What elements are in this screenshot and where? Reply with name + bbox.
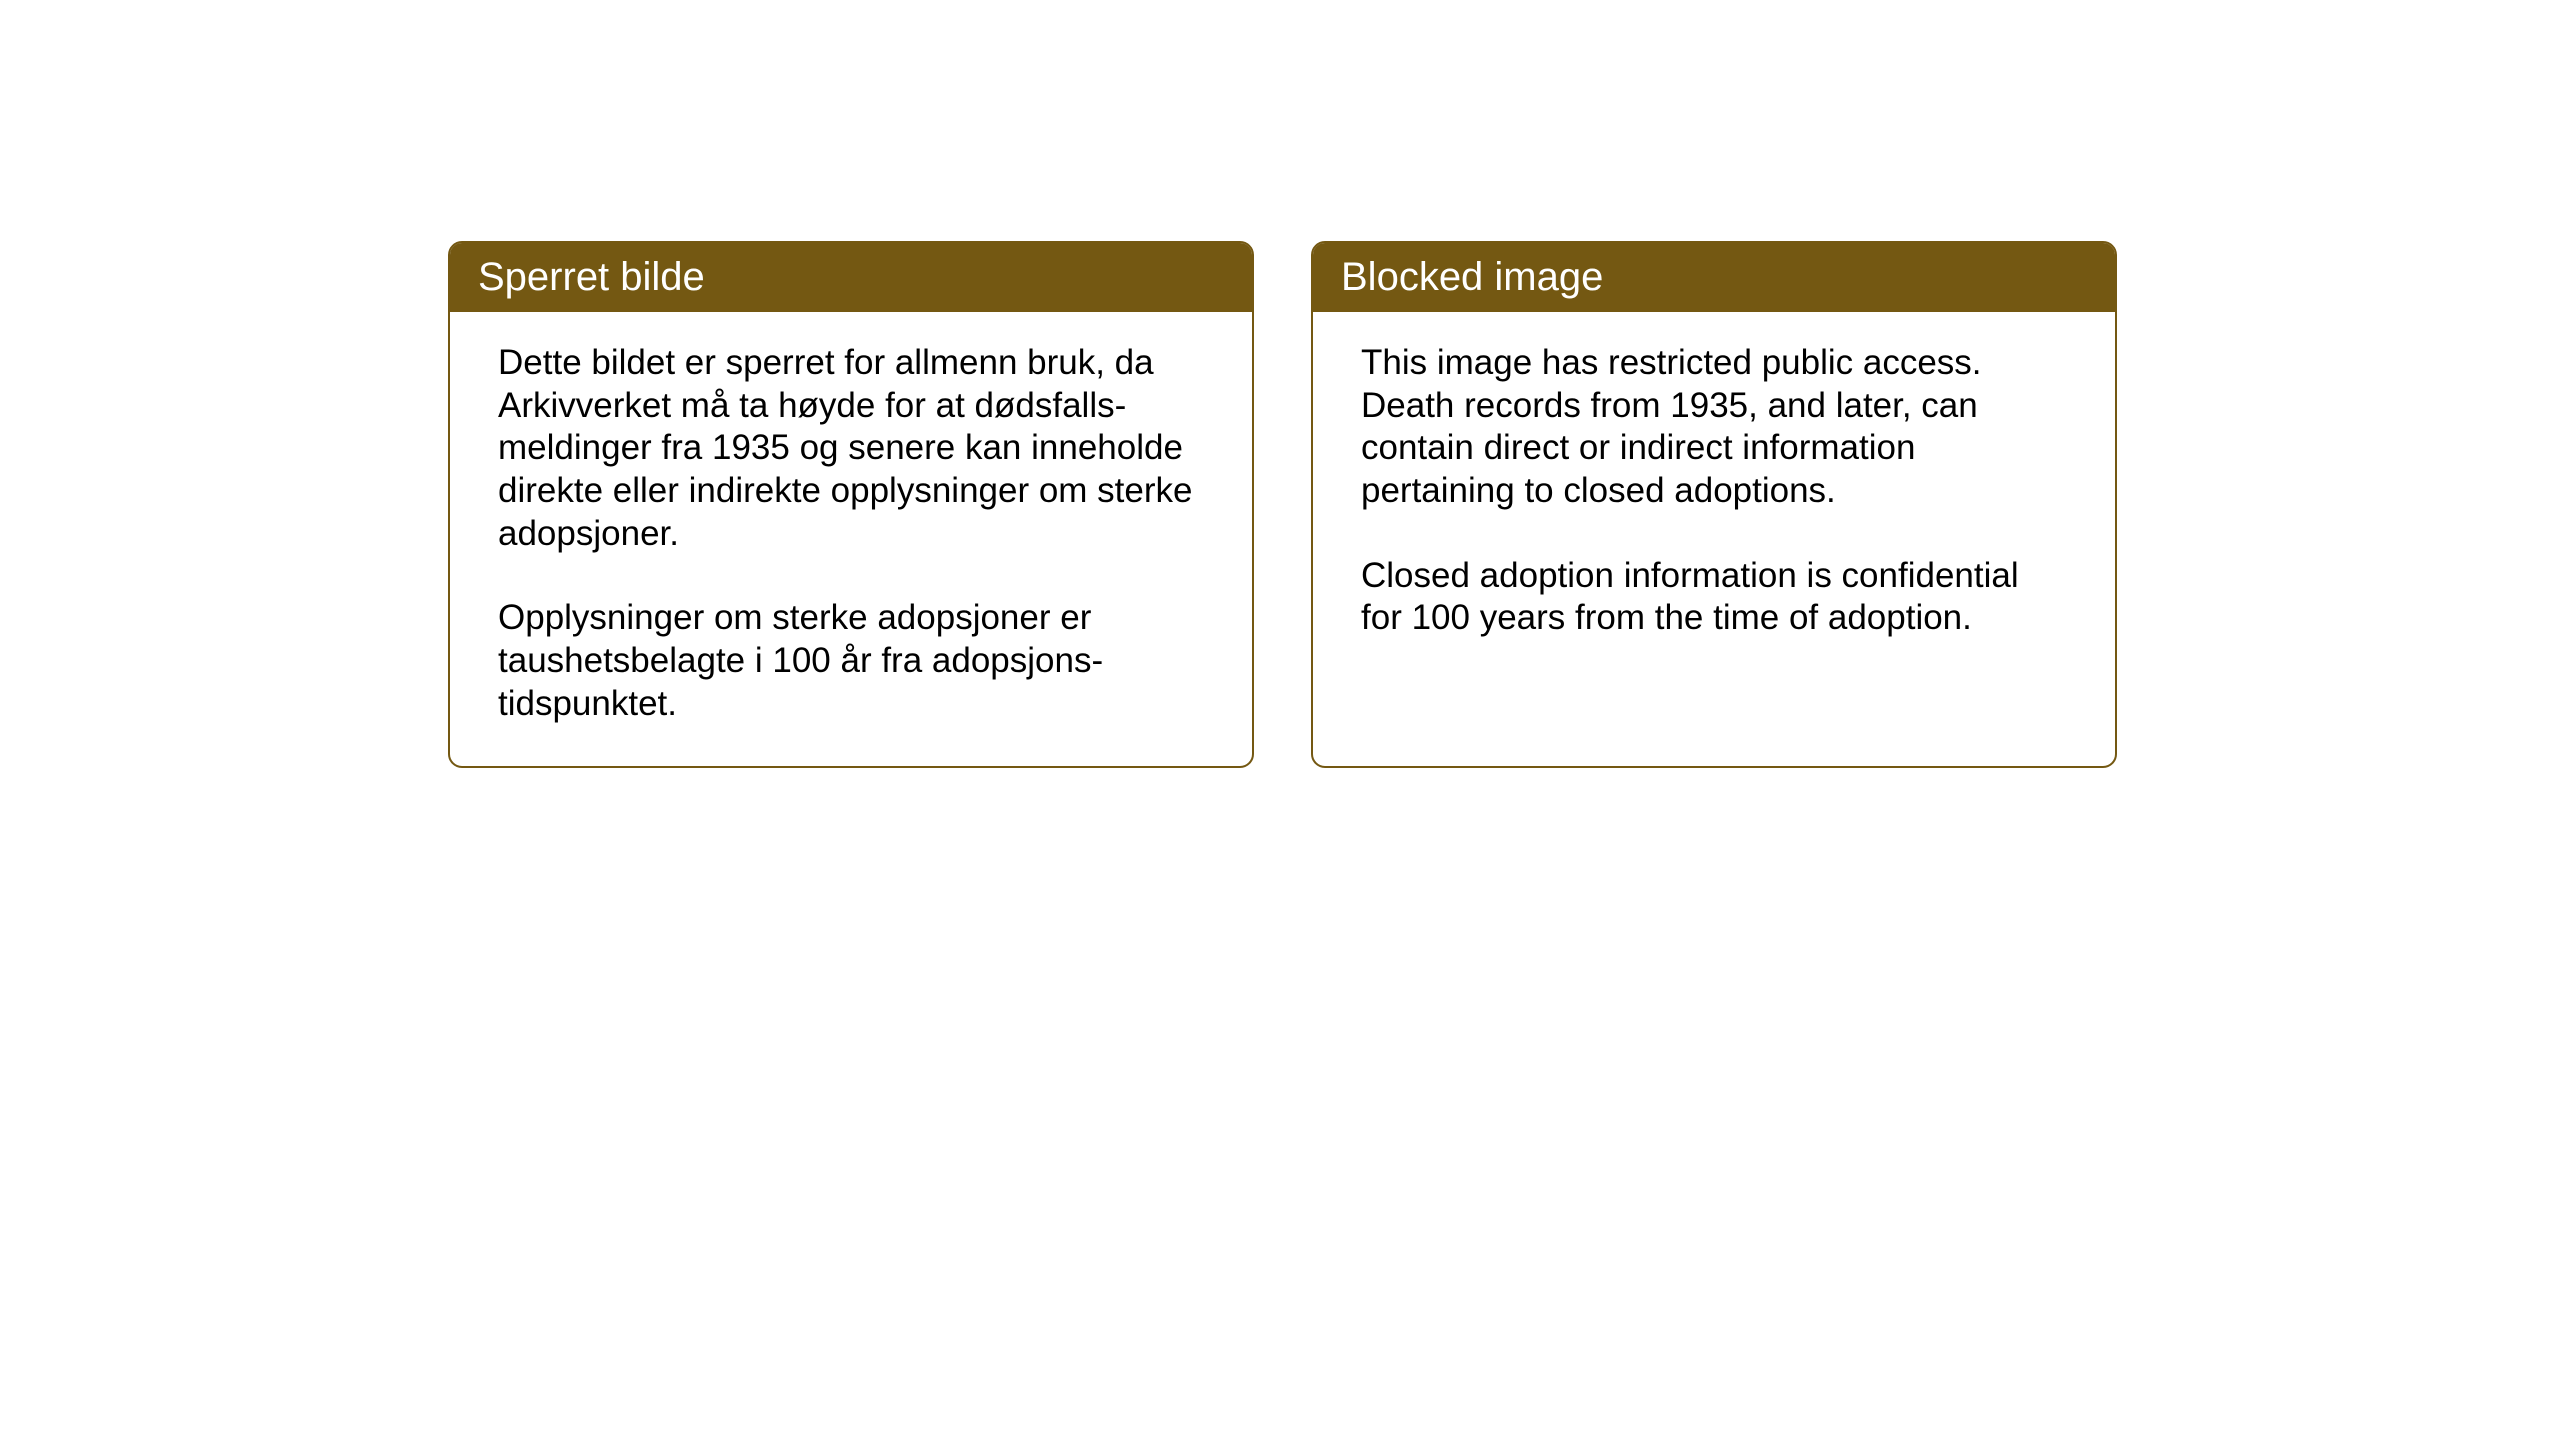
card-header-norwegian: Sperret bilde bbox=[450, 243, 1252, 312]
card-paragraph-1-english: This image has restricted public access.… bbox=[1361, 342, 2067, 513]
card-paragraph-2-english: Closed adoption information is confident… bbox=[1361, 555, 2067, 640]
card-body-english: This image has restricted public access.… bbox=[1313, 312, 2115, 720]
card-norwegian: Sperret bilde Dette bildet er sperret fo… bbox=[448, 241, 1254, 768]
card-title-norwegian: Sperret bilde bbox=[478, 255, 705, 299]
card-paragraph-2-norwegian: Opplysninger om sterke adopsjoner er tau… bbox=[498, 597, 1204, 725]
card-title-english: Blocked image bbox=[1341, 255, 1603, 299]
card-paragraph-1-norwegian: Dette bildet er sperret for allmenn bruk… bbox=[498, 342, 1204, 555]
cards-container: Sperret bilde Dette bildet er sperret fo… bbox=[448, 241, 2117, 768]
card-body-norwegian: Dette bildet er sperret for allmenn bruk… bbox=[450, 312, 1252, 766]
card-header-english: Blocked image bbox=[1313, 243, 2115, 312]
card-english: Blocked image This image has restricted … bbox=[1311, 241, 2117, 768]
